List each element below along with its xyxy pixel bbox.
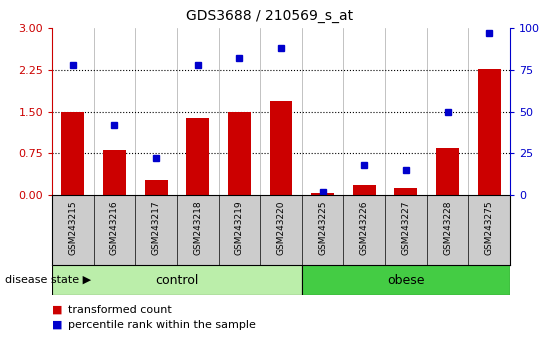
Text: disease state ▶: disease state ▶ — [5, 275, 92, 285]
Text: obese: obese — [387, 274, 425, 286]
Text: GSM243217: GSM243217 — [151, 201, 161, 255]
Bar — [311, 193, 334, 195]
Text: GSM243219: GSM243219 — [235, 201, 244, 255]
Bar — [61, 112, 84, 195]
Bar — [103, 150, 126, 195]
Text: control: control — [155, 274, 198, 286]
Text: ■: ■ — [52, 320, 63, 330]
Bar — [52, 265, 302, 295]
Text: GSM243226: GSM243226 — [360, 201, 369, 255]
Text: GSM243215: GSM243215 — [68, 201, 77, 255]
Text: GSM243218: GSM243218 — [193, 201, 202, 255]
Bar — [186, 118, 209, 195]
Bar — [302, 265, 510, 295]
Text: GSM243228: GSM243228 — [443, 201, 452, 255]
Bar — [144, 180, 168, 195]
Bar — [353, 185, 376, 195]
Text: GSM243227: GSM243227 — [402, 201, 410, 255]
Text: percentile rank within the sample: percentile rank within the sample — [68, 320, 256, 330]
Text: ■: ■ — [52, 305, 63, 315]
Text: GSM243216: GSM243216 — [110, 201, 119, 255]
Text: transformed count: transformed count — [68, 305, 172, 315]
Bar — [270, 102, 293, 195]
Text: GSM243220: GSM243220 — [277, 201, 286, 255]
Text: GSM243225: GSM243225 — [318, 201, 327, 255]
Bar — [228, 112, 251, 195]
Text: GSM243275: GSM243275 — [485, 201, 494, 255]
Bar — [395, 188, 417, 195]
Bar — [436, 148, 459, 195]
Bar — [478, 69, 501, 195]
Text: GDS3688 / 210569_s_at: GDS3688 / 210569_s_at — [186, 9, 353, 23]
